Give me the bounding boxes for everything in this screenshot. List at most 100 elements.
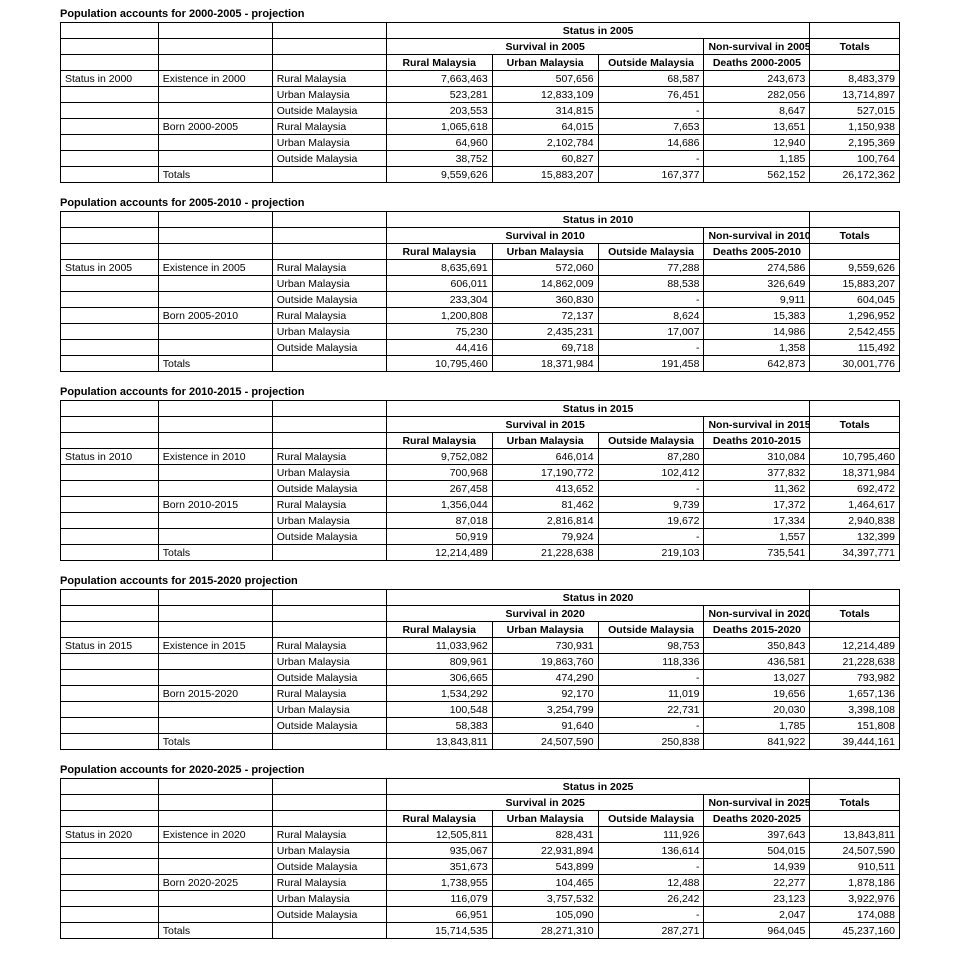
cell bbox=[61, 292, 159, 308]
cell bbox=[158, 228, 272, 244]
cell: 22,277 bbox=[704, 875, 810, 891]
cell: 115,492 bbox=[810, 340, 900, 356]
cell bbox=[158, 622, 272, 638]
cell: 15,883,207 bbox=[492, 167, 598, 183]
cell: 233,304 bbox=[386, 292, 492, 308]
cell bbox=[61, 734, 159, 750]
cell bbox=[272, 590, 386, 606]
cell: Outside Malaysia bbox=[272, 670, 386, 686]
cell: 12,488 bbox=[598, 875, 704, 891]
status-header: Status in 2025 bbox=[386, 779, 810, 795]
totals-row: Totals12,214,48921,228,638219,103735,541… bbox=[61, 545, 900, 561]
totals-header: Totals bbox=[810, 228, 900, 244]
section-2: Population accounts for 2010-2015 - proj… bbox=[60, 386, 900, 561]
cell: 2,195,369 bbox=[810, 135, 900, 151]
cell: 351,673 bbox=[386, 859, 492, 875]
cell: 646,014 bbox=[492, 449, 598, 465]
col-deaths: Deaths 2015-2020 bbox=[704, 622, 810, 638]
section-title: Population accounts for 2020-2025 - proj… bbox=[60, 764, 900, 776]
cell: 507,656 bbox=[492, 71, 598, 87]
cell: Outside Malaysia bbox=[272, 907, 386, 923]
cell: 66,951 bbox=[386, 907, 492, 923]
cell: Totals bbox=[158, 356, 272, 372]
data-row: Urban Malaysia75,2302,435,23117,00714,98… bbox=[61, 324, 900, 340]
totals-header: Totals bbox=[810, 39, 900, 55]
data-row: Urban Malaysia700,96817,190,772102,41237… bbox=[61, 465, 900, 481]
cell bbox=[272, 433, 386, 449]
cell: 562,152 bbox=[704, 167, 810, 183]
cell bbox=[61, 228, 159, 244]
cell: 250,838 bbox=[598, 734, 704, 750]
cell: 88,538 bbox=[598, 276, 704, 292]
cell: Existence in 2000 bbox=[158, 71, 272, 87]
cell: 58,383 bbox=[386, 718, 492, 734]
cell: Outside Malaysia bbox=[272, 529, 386, 545]
cell: 64,015 bbox=[492, 119, 598, 135]
col-urban: Urban Malaysia bbox=[492, 55, 598, 71]
cell bbox=[272, 55, 386, 71]
cell bbox=[158, 103, 272, 119]
cell: 9,559,626 bbox=[386, 167, 492, 183]
cell: 3,254,799 bbox=[492, 702, 598, 718]
cell: 700,968 bbox=[386, 465, 492, 481]
totals-row: Totals10,795,46018,371,984191,458642,873… bbox=[61, 356, 900, 372]
cell bbox=[61, 702, 159, 718]
nonsurvival-header: Non-survival in 2015 bbox=[704, 417, 810, 433]
data-row: Status in 2015Existence in 2015Rural Mal… bbox=[61, 638, 900, 654]
cell bbox=[61, 356, 159, 372]
cell: 136,614 bbox=[598, 843, 704, 859]
cell: - bbox=[598, 907, 704, 923]
cell: 397,643 bbox=[704, 827, 810, 843]
cell: 828,431 bbox=[492, 827, 598, 843]
cell: Urban Malaysia bbox=[272, 276, 386, 292]
cell bbox=[158, 433, 272, 449]
cell: 274,586 bbox=[704, 260, 810, 276]
cell bbox=[272, 244, 386, 260]
cell: 98,753 bbox=[598, 638, 704, 654]
cell: 34,397,771 bbox=[810, 545, 900, 561]
cell bbox=[158, 811, 272, 827]
section-title: Population accounts for 2000-2005 - proj… bbox=[60, 8, 900, 20]
cell: 87,018 bbox=[386, 513, 492, 529]
col-outside: Outside Malaysia bbox=[598, 244, 704, 260]
data-row: Status in 2010Existence in 2010Rural Mal… bbox=[61, 449, 900, 465]
cell bbox=[61, 622, 159, 638]
population-table: Status in 2005Survival in 2005Non-surviv… bbox=[60, 22, 900, 183]
cell: 3,757,532 bbox=[492, 891, 598, 907]
data-row: Born 2005-2010Rural Malaysia1,200,80872,… bbox=[61, 308, 900, 324]
cell bbox=[158, 670, 272, 686]
cell: 377,832 bbox=[704, 465, 810, 481]
cell bbox=[61, 923, 159, 939]
cell bbox=[272, 779, 386, 795]
data-row: Urban Malaysia935,06722,931,894136,61450… bbox=[61, 843, 900, 859]
data-row: Outside Malaysia267,458413,652-11,362692… bbox=[61, 481, 900, 497]
cell: Existence in 2005 bbox=[158, 260, 272, 276]
data-row: Urban Malaysia64,9602,102,78414,68612,94… bbox=[61, 135, 900, 151]
cell bbox=[61, 417, 159, 433]
data-row: Outside Malaysia233,304360,830-9,911604,… bbox=[61, 292, 900, 308]
cell: 44,416 bbox=[386, 340, 492, 356]
cell: 17,007 bbox=[598, 324, 704, 340]
cell: Outside Malaysia bbox=[272, 481, 386, 497]
cell: 92,170 bbox=[492, 686, 598, 702]
cell bbox=[158, 324, 272, 340]
col-urban: Urban Malaysia bbox=[492, 811, 598, 827]
data-row: Outside Malaysia203,553314,815-8,647527,… bbox=[61, 103, 900, 119]
cell: 69,718 bbox=[492, 340, 598, 356]
cell: 11,019 bbox=[598, 686, 704, 702]
data-row: Urban Malaysia87,0182,816,81419,67217,33… bbox=[61, 513, 900, 529]
data-row: Born 2010-2015Rural Malaysia1,356,04481,… bbox=[61, 497, 900, 513]
cell bbox=[158, 417, 272, 433]
cell: 360,830 bbox=[492, 292, 598, 308]
cell: 13,843,811 bbox=[386, 734, 492, 750]
cell bbox=[810, 811, 900, 827]
cell: Urban Malaysia bbox=[272, 702, 386, 718]
cell: 12,214,489 bbox=[386, 545, 492, 561]
data-row: Outside Malaysia38,75260,827-1,185100,76… bbox=[61, 151, 900, 167]
population-table: Status in 2020Survival in 2020Non-surviv… bbox=[60, 589, 900, 750]
survival-header: Survival in 2010 bbox=[386, 228, 704, 244]
cell: 22,931,894 bbox=[492, 843, 598, 859]
cell bbox=[61, 875, 159, 891]
cell bbox=[61, 481, 159, 497]
cell: 572,060 bbox=[492, 260, 598, 276]
